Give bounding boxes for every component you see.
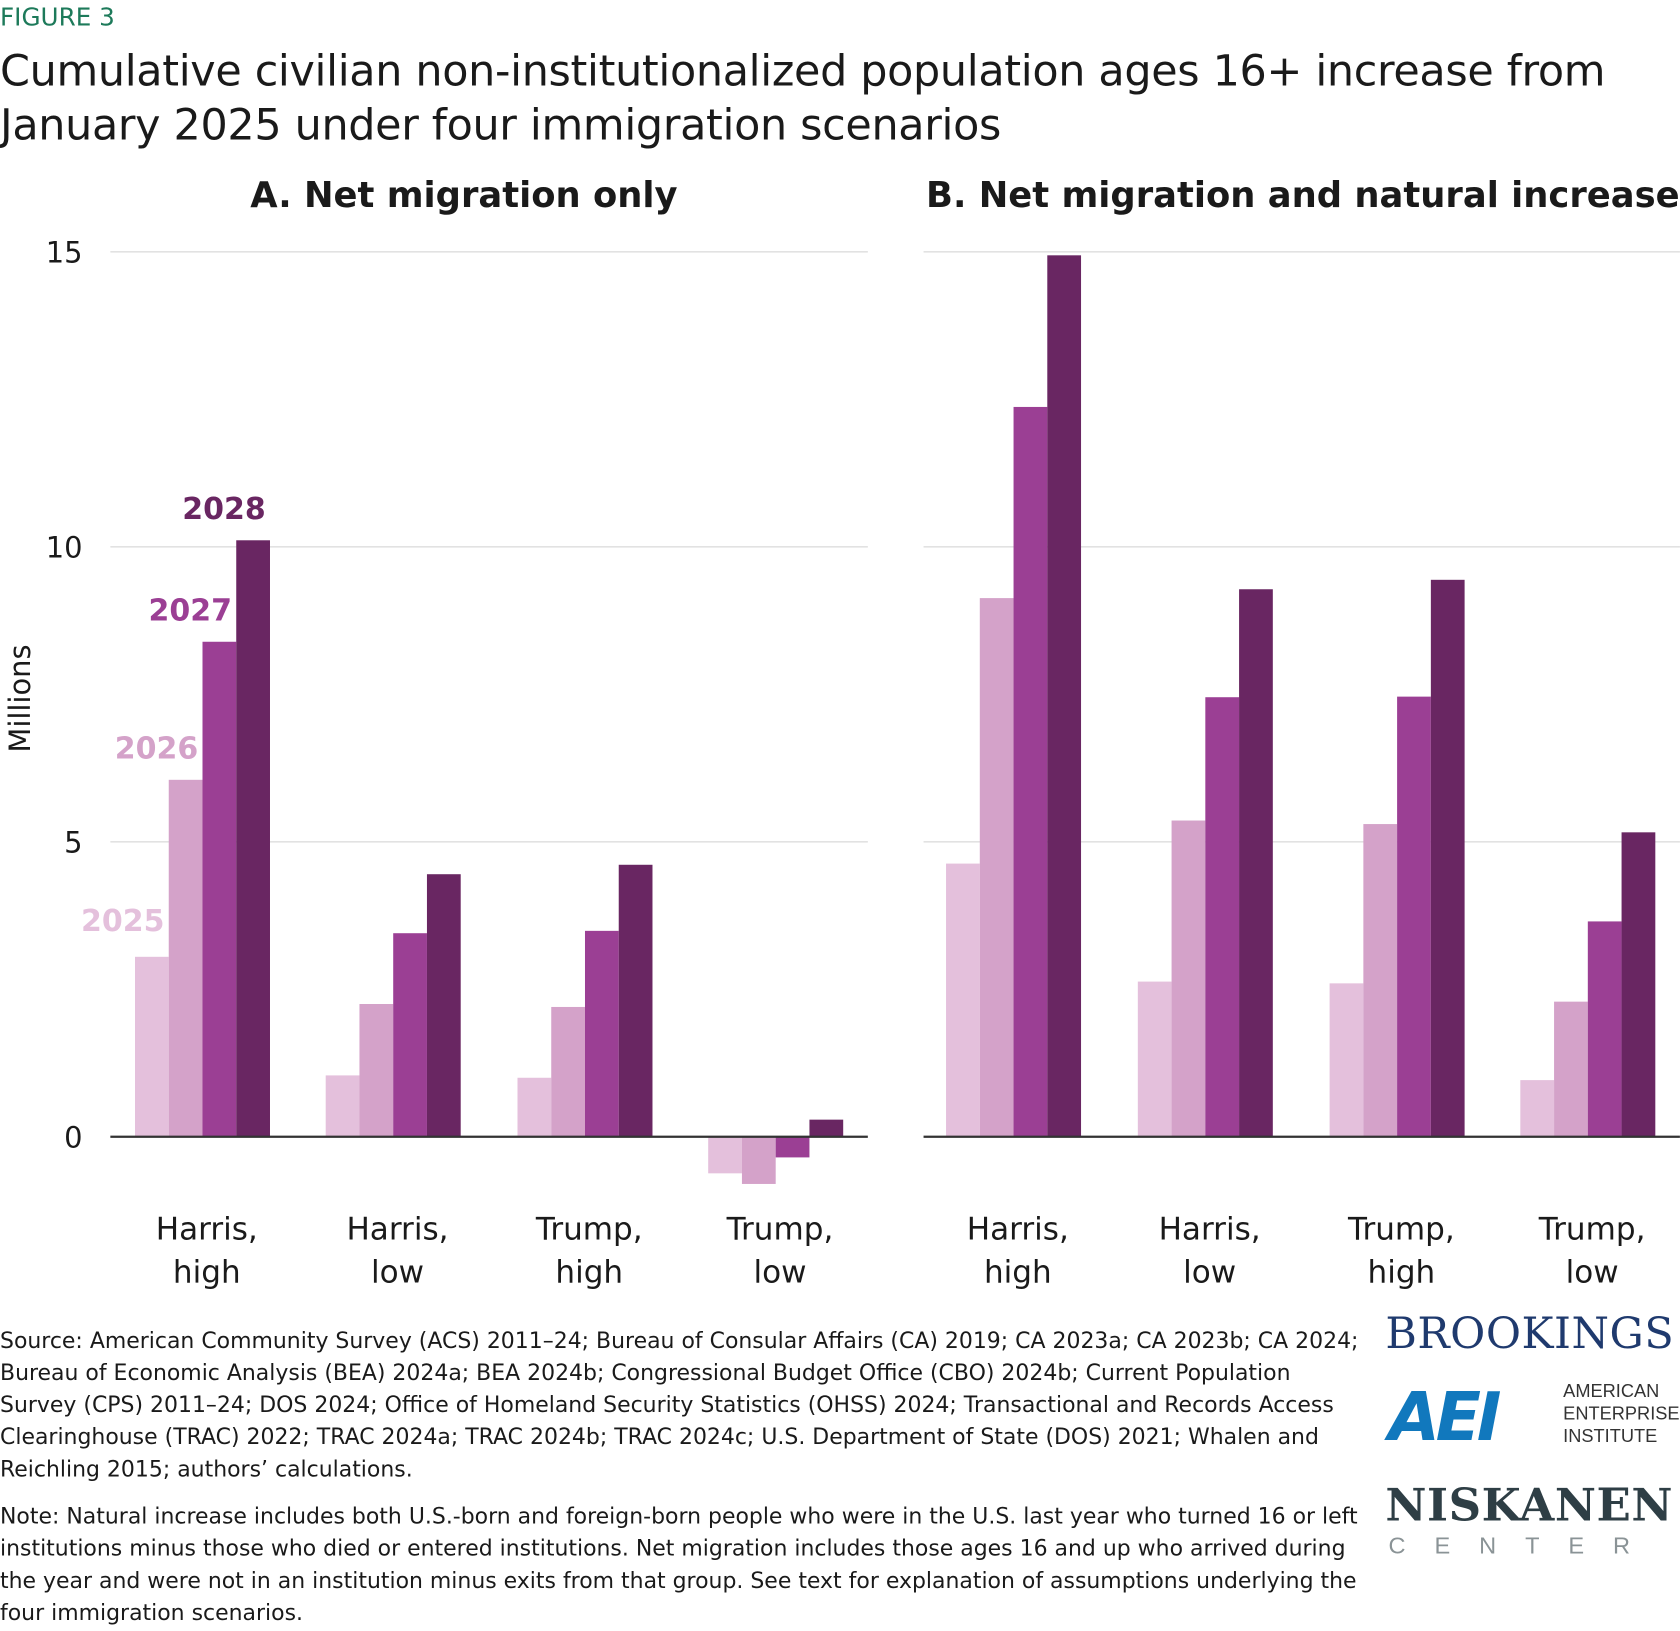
- series-label-2028: 2028: [182, 492, 265, 527]
- bar-2028: [1239, 589, 1273, 1137]
- bar-2027: [393, 933, 427, 1137]
- bar-2025: [325, 1075, 360, 1137]
- aei-logo-text: AMERICAN ENTERPRISE INSTITUTE: [1563, 1381, 1680, 1447]
- bar-2026: [979, 598, 1014, 1137]
- y-tick-label: 10: [46, 530, 83, 564]
- bar-2028: [1621, 832, 1656, 1137]
- bar-2027: [1587, 921, 1622, 1137]
- aei-logo-mark: AEI: [1388, 1377, 1502, 1457]
- bar-2027: [202, 641, 237, 1137]
- note-text: Note: Natural increase includes both U.S…: [0, 1503, 1358, 1626]
- category-label: low: [1183, 1254, 1236, 1290]
- chart-svg: A. Net migration only 0 5 10 15 2025 2026 2027 2…: [3, 175, 1680, 1290]
- panel-b: B. Net migration and natural increase Har…: [923, 175, 1680, 1290]
- bar-2026: [1554, 1001, 1588, 1137]
- bar-2028: [1047, 255, 1082, 1137]
- bar-2025: [517, 1077, 552, 1137]
- aei-logo: AEI AMERICAN ENTERPRISE INSTITUTE: [1388, 1377, 1680, 1470]
- source-note: Source: American Community Survey (ACS) …: [0, 1327, 1359, 1482]
- series-label-2027: 2027: [149, 593, 232, 628]
- category-label: Trump,: [726, 1212, 834, 1248]
- panel-a: A. Net migration only 0 5 10 15 2025 2026 2027 2…: [46, 175, 868, 1290]
- panel-title: B. Net migration and natural increase: [926, 175, 1680, 216]
- category-label: Harris,: [967, 1212, 1069, 1248]
- category-label: Harris,: [1159, 1212, 1261, 1248]
- series-label-2026: 2026: [115, 731, 198, 766]
- bar-2026: [741, 1136, 776, 1184]
- bar-2025: [1137, 981, 1172, 1137]
- category-label: Trump,: [535, 1212, 643, 1248]
- category-label: Trump,: [1538, 1212, 1646, 1248]
- bar-2027: [1397, 696, 1431, 1137]
- bar-2027: [584, 930, 619, 1137]
- category-label: high: [1368, 1254, 1436, 1290]
- y-tick-label: 0: [64, 1120, 82, 1154]
- bar-2026: [551, 1006, 585, 1137]
- niskanen-logo: NISKANEN: [1385, 1478, 1674, 1532]
- brookings-logo: BROOKINGS: [1385, 1309, 1675, 1359]
- y-tick-label: 15: [46, 235, 83, 269]
- category-label: high: [984, 1254, 1052, 1290]
- category-label: high: [555, 1254, 623, 1290]
- bar-2025: [134, 956, 169, 1137]
- bar-2028: [426, 874, 461, 1137]
- category-label: Harris,: [346, 1212, 448, 1248]
- bar-2027: [775, 1136, 810, 1158]
- category-label: high: [173, 1254, 241, 1290]
- bar-2026: [1171, 820, 1206, 1137]
- bar-2028: [1430, 579, 1465, 1137]
- niskanen-center-text: CENTER: [1388, 1532, 1660, 1559]
- y-tick-label: 5: [64, 825, 82, 859]
- category-label: low: [1566, 1254, 1619, 1290]
- category-label: Trump,: [1347, 1212, 1455, 1248]
- bar-2028: [618, 864, 653, 1137]
- bar-2028: [809, 1119, 844, 1137]
- bar-2025: [1329, 983, 1364, 1137]
- chart-title: Cumulative civilian non-institutionalize…: [0, 47, 1606, 150]
- bar-2027: [1205, 697, 1240, 1137]
- bar-2028: [236, 540, 270, 1137]
- y-axis-label: Millions: [3, 644, 37, 752]
- bar-2026: [168, 779, 203, 1137]
- bar-2025: [946, 863, 980, 1137]
- bar-2026: [1363, 824, 1398, 1137]
- figure-label: FIGURE 3: [0, 4, 115, 33]
- bar-2025: [1520, 1080, 1555, 1137]
- bar-2026: [359, 1004, 394, 1137]
- category-label: low: [753, 1254, 806, 1290]
- bar-2025: [708, 1136, 742, 1174]
- series-label-2025: 2025: [81, 904, 164, 939]
- category-label: Harris,: [156, 1212, 258, 1248]
- category-label: low: [371, 1254, 424, 1290]
- panel-title: A. Net migration only: [250, 175, 677, 216]
- bar-2027: [1013, 406, 1048, 1137]
